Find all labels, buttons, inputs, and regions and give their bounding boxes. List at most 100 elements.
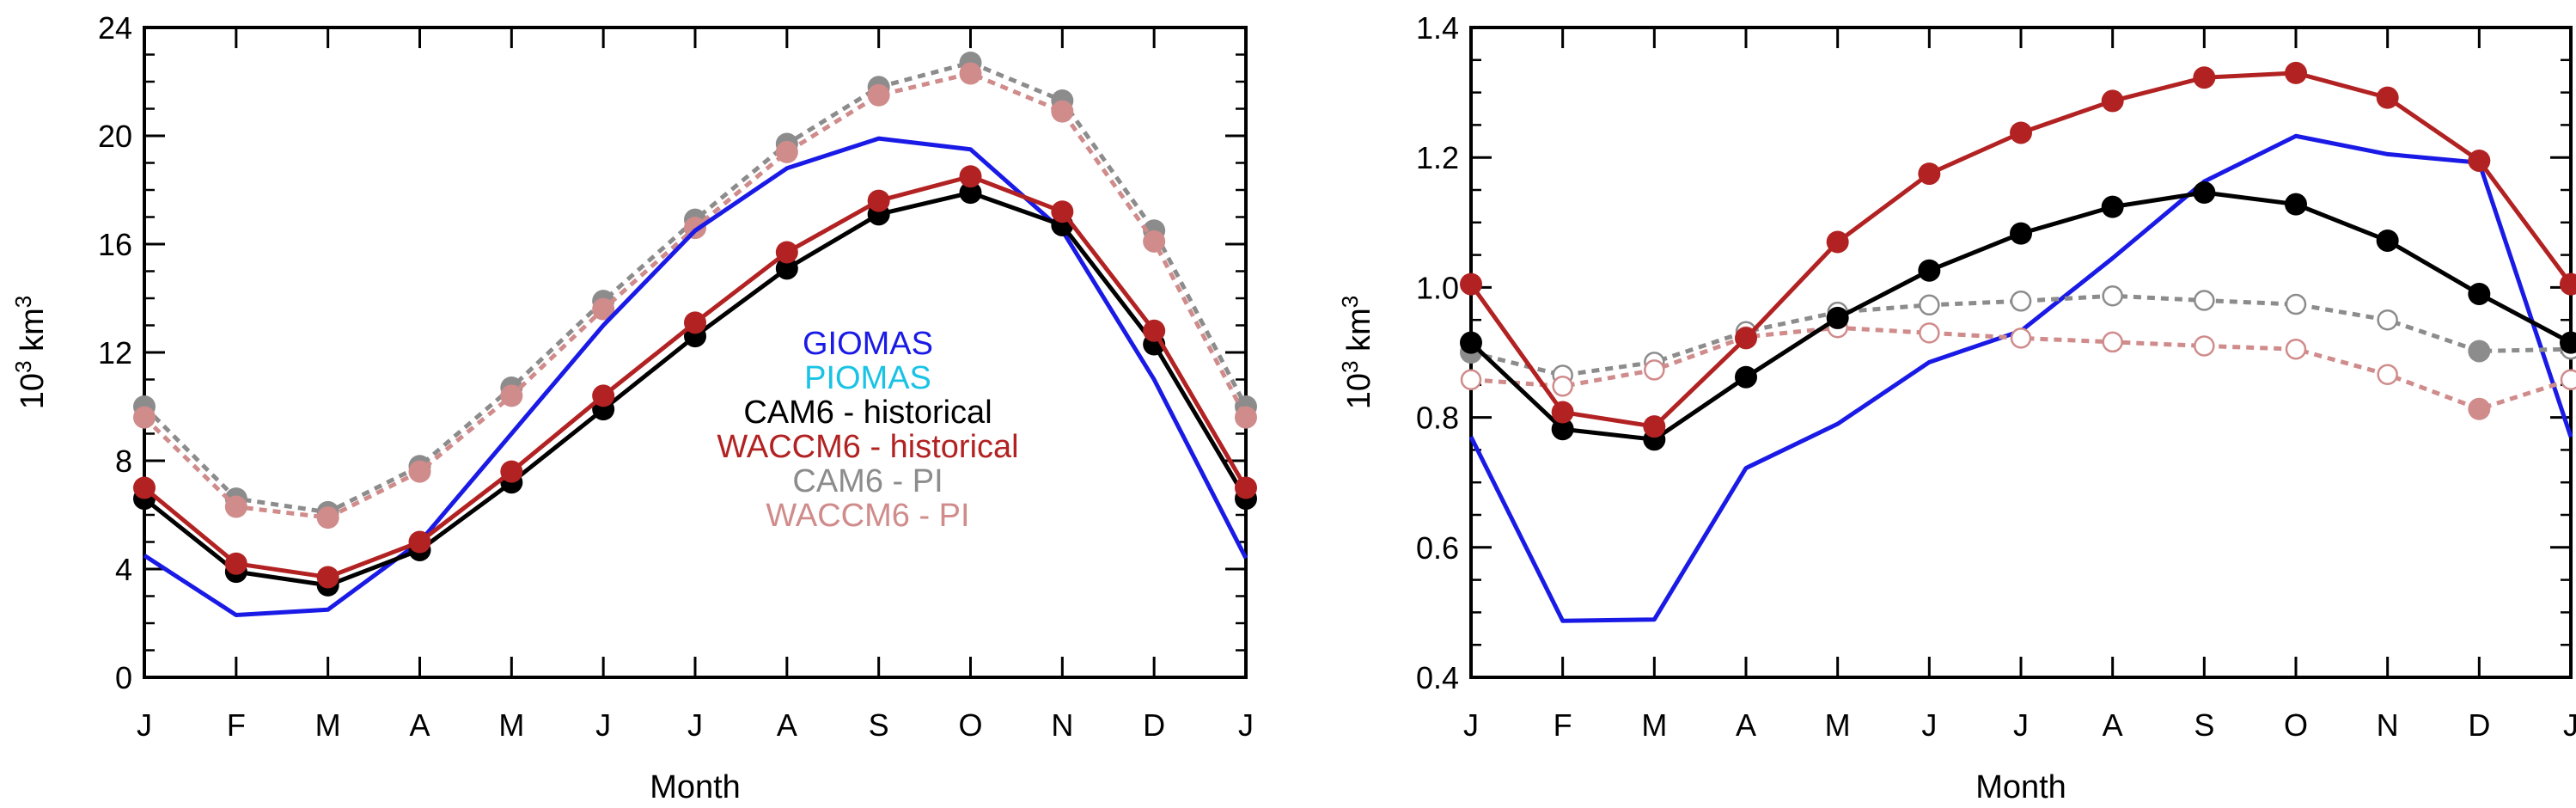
- x-tick-label: D: [1143, 707, 1165, 743]
- x-tick-label: A: [777, 707, 797, 743]
- data-point: [2285, 338, 2307, 360]
- data-point: [1918, 162, 1941, 186]
- data-point: [2560, 331, 2576, 354]
- data-point: [1644, 359, 1665, 381]
- x-tick-label: J: [137, 707, 152, 743]
- data-point: [316, 566, 339, 589]
- data-point: [684, 311, 706, 334]
- data-point: [408, 460, 431, 483]
- data-point: [1143, 319, 1166, 342]
- y-axis-label: 103 km3: [10, 296, 51, 409]
- data-point: [775, 241, 798, 264]
- x-tick-label: J: [687, 707, 703, 743]
- legend-entry: WACCM6 - historical: [717, 429, 1018, 465]
- data-point: [592, 384, 615, 407]
- data-point: [775, 257, 798, 280]
- x-tick-label: A: [2103, 707, 2123, 743]
- data-point: [133, 406, 156, 429]
- data-point: [500, 384, 523, 407]
- data-point: [2194, 335, 2215, 357]
- y-tick-label: 0: [115, 660, 132, 695]
- x-tick-label: M: [1825, 707, 1851, 743]
- data-point: [1826, 306, 1849, 329]
- data-point: [1051, 200, 1074, 223]
- data-point: [1460, 331, 1482, 354]
- data-point: [2560, 272, 2576, 296]
- data-point: [133, 476, 156, 499]
- data-point: [867, 189, 890, 212]
- y-tick-label: 12: [98, 335, 132, 370]
- data-point: [224, 552, 247, 575]
- x-axis-label: Month: [1975, 769, 2066, 805]
- data-point: [2010, 327, 2032, 349]
- data-point: [2468, 149, 2491, 172]
- x-tick-label: J: [2013, 707, 2029, 743]
- data-point: [1918, 259, 1941, 282]
- y-tick-label: 24: [98, 10, 132, 46]
- data-point: [959, 165, 982, 188]
- data-point: [1735, 365, 1757, 389]
- data-point: [1460, 369, 1482, 391]
- x-tick-label: J: [2563, 707, 2576, 743]
- data-point: [2193, 66, 2216, 89]
- x-tick-label: N: [2377, 707, 2399, 743]
- x-axis-label: Month: [650, 769, 741, 805]
- data-point: [1826, 230, 1849, 254]
- data-point: [867, 83, 890, 107]
- data-point: [2468, 340, 2491, 363]
- legend-entry: WACCM6 - PI: [766, 498, 969, 534]
- legend-entry: CAM6 - PI: [792, 463, 943, 499]
- data-point: [408, 530, 431, 554]
- data-point: [2102, 285, 2123, 307]
- series-line-0: [1468, 133, 2573, 623]
- series-line-0: [143, 60, 1248, 515]
- data-point: [2377, 364, 2398, 385]
- data-point: [775, 140, 798, 163]
- x-tick-label: F: [227, 707, 246, 743]
- x-tick-label: M: [1641, 707, 1667, 743]
- data-point: [1552, 376, 1573, 397]
- data-point: [316, 506, 339, 529]
- data-point: [2468, 282, 2491, 305]
- x-tick-label: M: [315, 707, 341, 743]
- x-tick-label: J: [595, 707, 611, 743]
- x-tick-label: M: [498, 707, 524, 743]
- data-point: [2468, 397, 2491, 420]
- data-point: [2102, 331, 2123, 353]
- legend-entry: PIOMAS: [804, 360, 931, 396]
- data-point: [2377, 309, 2398, 331]
- data-point: [959, 181, 982, 205]
- y-axis-label: 103 km3: [1337, 296, 1377, 409]
- y-tick-label: 1.2: [1416, 140, 1459, 175]
- x-tick-label: N: [1051, 707, 1073, 743]
- series-line-3: [143, 190, 1248, 588]
- data-point: [2101, 195, 2124, 218]
- data-point: [1051, 100, 1074, 123]
- x-tick-label: F: [1554, 707, 1572, 743]
- x-tick-label: A: [1736, 707, 1756, 743]
- y-tick-label: 0.8: [1416, 401, 1459, 436]
- legend-entry: CAM6 - historical: [743, 395, 992, 431]
- data-point: [2194, 290, 2215, 311]
- data-point: [2010, 291, 2032, 312]
- data-point: [1235, 476, 1257, 499]
- right-panel: J F M A M J J A S O N D J0.40.60.81.01.21.4Month103 …: [1337, 10, 2576, 805]
- data-point: [2101, 89, 2124, 113]
- data-point: [2560, 369, 2576, 390]
- data-point: [500, 460, 523, 483]
- y-tick-label: 1.0: [1416, 270, 1459, 305]
- y-tick-label: 16: [98, 227, 132, 262]
- y-tick-label: 8: [115, 444, 132, 479]
- data-point: [1919, 322, 1940, 344]
- data-point: [2285, 293, 2307, 315]
- x-tick-label: J: [1463, 707, 1479, 743]
- data-point: [2193, 181, 2216, 205]
- data-point: [1143, 230, 1166, 253]
- x-tick-label: O: [2284, 707, 2308, 743]
- data-point: [2376, 229, 2399, 252]
- data-point: [959, 62, 982, 85]
- data-point: [1460, 272, 1482, 296]
- data-point: [1919, 294, 1940, 316]
- data-point: [1235, 406, 1257, 429]
